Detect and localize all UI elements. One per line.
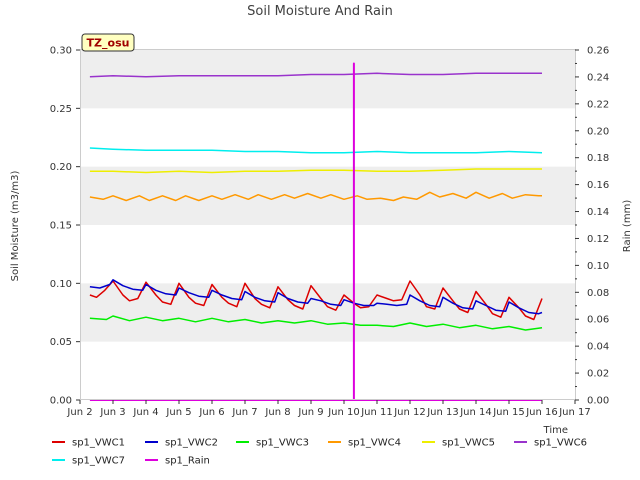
series-line-sp1-vwc4 bbox=[89, 191, 542, 202]
chart-title: Soil Moisture And Rain bbox=[247, 4, 393, 19]
x-tick-label: Jun 13 bbox=[426, 407, 459, 418]
y-left-tick-label: 0.30 bbox=[50, 46, 72, 57]
series-line-sp1-rain bbox=[89, 62, 542, 401]
y-right-tick-label: 0.14 bbox=[587, 207, 609, 218]
series-line-sp1-vwc5 bbox=[89, 168, 542, 174]
legend-label: sp1_VWC4 bbox=[348, 438, 401, 449]
x-tick-label: Jun 9 bbox=[297, 407, 323, 418]
y-left-tick-label: 0.20 bbox=[50, 162, 72, 173]
y-right-tick-label: 0.10 bbox=[587, 261, 609, 272]
x-tick-label: Jun 16 bbox=[525, 407, 558, 418]
y-right-tick-label: 0.12 bbox=[587, 234, 609, 245]
x-axis-label: Time bbox=[543, 425, 568, 436]
y-right-tick-label: 0.04 bbox=[587, 342, 609, 353]
y-right-tick-label: 0.06 bbox=[587, 315, 609, 326]
x-tick-label: Jun 2 bbox=[66, 407, 92, 418]
series-line-sp1-vwc7 bbox=[89, 147, 543, 154]
legend-label: sp1_VWC1 bbox=[72, 438, 125, 449]
y-right-tick-label: 0.00 bbox=[587, 396, 609, 407]
x-axis-ticks: Jun 2 Jun 3 Jun 4 Jun 5 Jun 6 Jun 7 Jun 8 Jun 9… bbox=[66, 400, 591, 418]
y-axis-right-label: Rain (mm) bbox=[622, 200, 633, 253]
legend: sp1_VWC1 sp1_VWC2 sp1_VWC3 sp1_VWC4 sp1_VWC5… bbox=[52, 438, 587, 467]
x-tick-label: Jun 14 bbox=[459, 407, 492, 418]
x-tick-label: Jun 10 bbox=[327, 407, 360, 418]
legend-label: sp1_VWC2 bbox=[165, 438, 218, 449]
x-tick-label: Jun 4 bbox=[132, 407, 158, 418]
series-layer bbox=[89, 62, 543, 401]
legend-label: sp1_VWC3 bbox=[256, 438, 309, 449]
series-line-sp1-vwc6 bbox=[89, 72, 542, 78]
y-right-tick-label: 0.24 bbox=[587, 72, 609, 83]
y-right-tick-label: 0.16 bbox=[587, 180, 609, 191]
y-right-tick-label: 0.26 bbox=[587, 46, 609, 57]
y-left-tick-label: 0.10 bbox=[50, 279, 72, 290]
x-tick-label: Jun 7 bbox=[231, 407, 257, 418]
y-left-tick-label: 0.15 bbox=[50, 221, 72, 232]
grid-band bbox=[80, 50, 575, 109]
y-left-tick-label: 0.25 bbox=[50, 104, 72, 115]
y-left-tick-label: 0.00 bbox=[50, 396, 72, 407]
legend-label: sp1_VWC5 bbox=[442, 438, 495, 449]
legend-label: sp1_Rain bbox=[165, 456, 210, 467]
site-label: TZ_osu bbox=[87, 37, 130, 50]
x-tick-label: Jun 8 bbox=[264, 407, 290, 418]
legend-label: sp1_VWC6 bbox=[534, 438, 587, 449]
y-right-tick-label: 0.08 bbox=[587, 288, 609, 299]
legend-label: sp1_VWC7 bbox=[72, 456, 125, 467]
y-axis-left-label: Soil Moisture (m3/m3) bbox=[10, 171, 21, 282]
y-right-tick-label: 0.22 bbox=[587, 99, 609, 110]
x-tick-label: Jun 11 bbox=[360, 407, 393, 418]
y-axis-left-ticks: 0.00 0.05 0.10 0.15 0.20 0.25 0.30 bbox=[50, 46, 80, 407]
x-tick-label: Jun 15 bbox=[492, 407, 525, 418]
x-tick-label: Jun 6 bbox=[198, 407, 224, 418]
y-right-tick-label: 0.18 bbox=[587, 153, 609, 164]
site-label-box: TZ_osu bbox=[81, 33, 135, 52]
y-left-tick-label: 0.05 bbox=[50, 337, 72, 348]
y-axis-right-ticks: 0.00 0.02 0.04 0.06 0.08 0.10 0.12 0.14 0.16 0.18… bbox=[575, 46, 609, 407]
y-right-tick-label: 0.20 bbox=[587, 126, 609, 137]
x-tick-label: Jun 3 bbox=[99, 407, 125, 418]
x-tick-label: Jun 17 bbox=[558, 407, 591, 418]
series-line-sp1-vwc1 bbox=[89, 280, 543, 321]
series-line-sp1-vwc2 bbox=[89, 279, 543, 315]
y-right-tick-label: 0.02 bbox=[587, 369, 609, 380]
series-line-sp1-vwc3 bbox=[89, 315, 543, 331]
x-tick-label: Jun 12 bbox=[393, 407, 426, 418]
x-tick-label: Jun 5 bbox=[165, 407, 191, 418]
